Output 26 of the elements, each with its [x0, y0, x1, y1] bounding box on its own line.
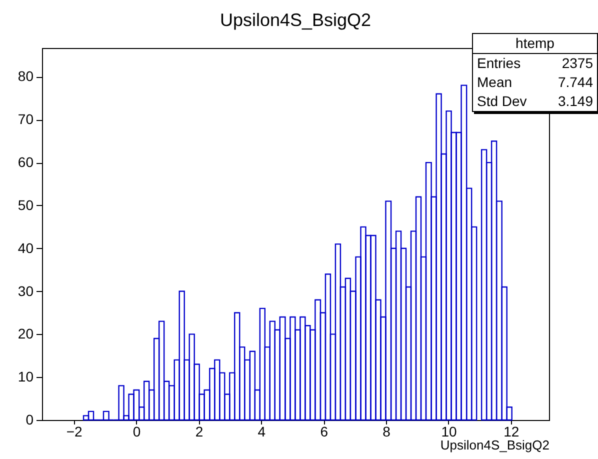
chart-title: Upsilon4S_BsigQ2 — [220, 10, 372, 30]
annotation: htemp — [473, 34, 597, 54]
x-tick-label: 12 — [504, 424, 520, 440]
y-tick-label: 0 — [26, 412, 34, 428]
x-tick-label: 8 — [382, 424, 391, 440]
x-tick-label: 4 — [258, 424, 266, 440]
y-tick-label: 10 — [18, 368, 34, 385]
annotation: Entries — [477, 54, 521, 73]
x-tick-label: 6 — [320, 424, 328, 440]
y-tick-label: 80 — [18, 68, 34, 84]
annotation: Std Dev — [477, 92, 527, 111]
y-tick-label: 60 — [18, 154, 34, 170]
text: 2375 — [562, 55, 593, 71]
x-tick-label: −2 — [66, 424, 83, 440]
text: 7.744 — [558, 74, 593, 90]
x-axis-title: Upsilon4S_BsigQ2 — [440, 438, 550, 452]
x-tick-label: 10 — [441, 424, 457, 440]
x-tick-label: 0 — [132, 424, 141, 440]
y-tick-label: 40 — [18, 240, 34, 256]
y-tick-label: 70 — [18, 111, 34, 128]
text: 3.149 — [558, 93, 593, 109]
x-tick-label: 2 — [195, 424, 204, 440]
y-tick-label: 20 — [18, 326, 34, 342]
annotation: Mean — [477, 73, 512, 92]
y-tick-label: 30 — [18, 282, 34, 299]
y-tick-label: 50 — [18, 196, 34, 213]
